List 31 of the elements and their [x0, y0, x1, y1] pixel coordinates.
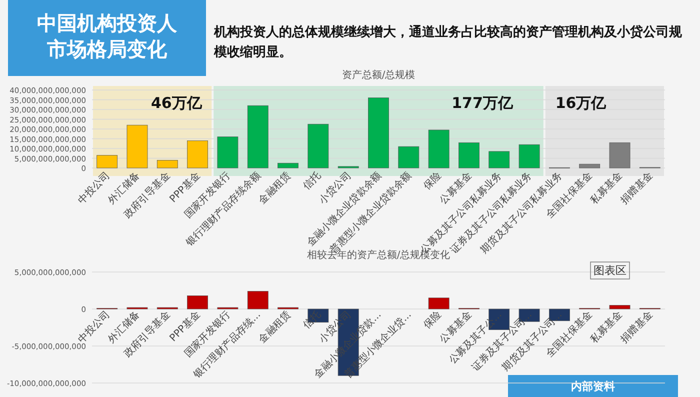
bar: [96, 155, 118, 168]
x-tick-label: 信托: [300, 170, 324, 192]
bar: [187, 295, 208, 310]
bar: [308, 124, 329, 168]
band-label: 16万亿: [555, 94, 608, 112]
bar: [579, 164, 600, 168]
bar: [247, 105, 268, 168]
bar: [428, 130, 450, 168]
bar: [398, 146, 420, 168]
bar: [217, 136, 238, 168]
bar: [368, 98, 389, 168]
bar: [187, 140, 208, 168]
x-tick-label: 保险: [421, 170, 444, 192]
text: 机构投资人的总体规模继续增大，通道业务占比较高的资产管理机构及小贷公司规模收缩明显。: [213, 24, 683, 60]
bar: [156, 160, 178, 168]
bar: [278, 162, 298, 168]
annotation: 图表区: [594, 264, 626, 277]
bar: [518, 144, 540, 168]
bar: [609, 142, 630, 168]
annotation: 内部资料: [571, 380, 615, 393]
band-label: 46万亿: [151, 94, 203, 112]
bar: [428, 298, 450, 310]
bar: [458, 142, 480, 168]
x-tick-label: 保险: [421, 308, 444, 332]
band-label: 177万亿: [452, 94, 514, 112]
bar: [488, 151, 510, 168]
bar: [126, 124, 148, 168]
chart-title: 资产总额/总规模: [342, 69, 416, 81]
bar: [609, 305, 630, 310]
bar: [247, 291, 268, 310]
text: 中国机构投资人市场格局变化: [37, 11, 178, 61]
